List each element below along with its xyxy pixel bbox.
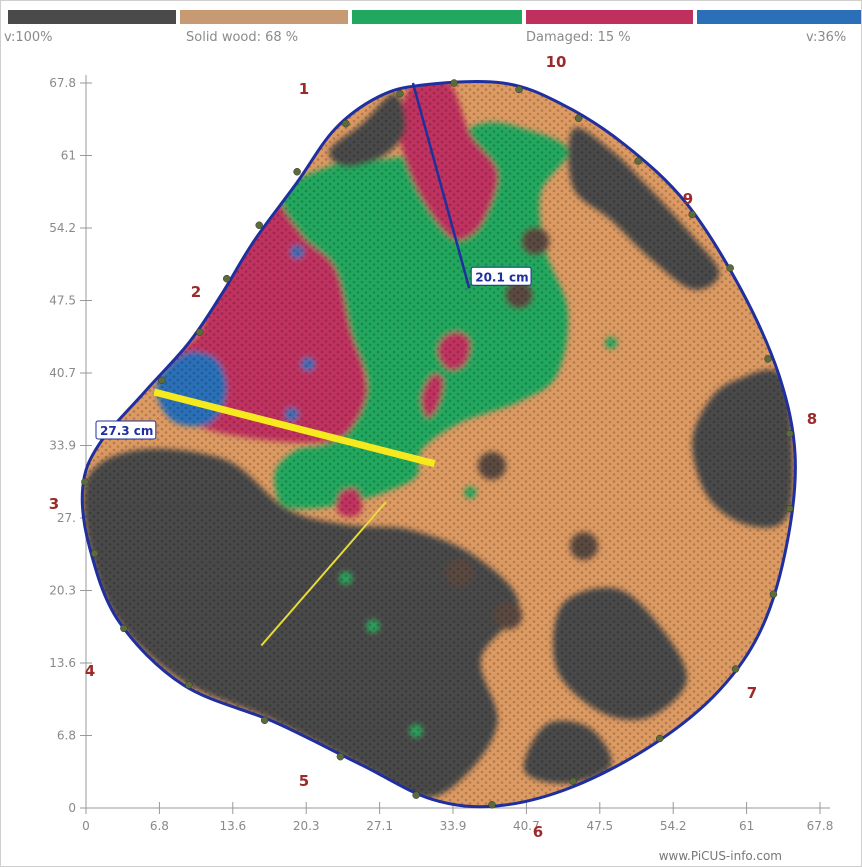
sensor-point <box>574 114 583 123</box>
y-tick-label: 0 <box>68 801 76 815</box>
trunk-outline <box>80 80 797 809</box>
sensor-point <box>656 734 664 743</box>
measure-label-20-text: 20.1 cm <box>475 270 528 284</box>
x-tick-label: 33.9 <box>440 819 467 833</box>
sensor-label: 2 <box>191 283 201 301</box>
sensor-point <box>342 119 350 128</box>
sensor-point <box>412 791 420 799</box>
sensor-label: 1 <box>299 80 309 98</box>
x-tick-label: 67.8 <box>807 819 834 833</box>
y-tick-label: 61 <box>61 149 76 163</box>
measure-label-20-box <box>470 266 532 286</box>
measure-line-27 <box>153 388 436 468</box>
sensor-label: 8 <box>807 410 817 428</box>
sensor-point <box>222 274 231 283</box>
y-tick-label: 33.9 <box>49 439 76 453</box>
x-tick-label: 6.8 <box>150 819 169 833</box>
sensor-point <box>488 801 496 809</box>
x-tick-label: 40.7 <box>513 819 540 833</box>
sensor-point <box>634 157 642 165</box>
sensor-point <box>158 376 166 385</box>
footer-url: www.PiCUS-info.com <box>658 849 782 863</box>
sensor-point <box>785 429 794 438</box>
scale-label-left: v:100% <box>4 30 53 45</box>
y-tick-label: 67.8 <box>49 76 76 90</box>
scale-segment-green <box>352 10 522 24</box>
x-tick-label: 20.3 <box>293 819 320 833</box>
scale-label-right: v:36% <box>806 30 847 45</box>
sensor-point <box>731 665 740 673</box>
axes: 0 6.8 13.6 20.3 27.1 33.9 40.7 47.5 54.2 61 67.806… <box>49 75 833 833</box>
sensor-point <box>195 328 204 336</box>
sensor-point <box>396 89 404 98</box>
sensor-point <box>90 549 99 558</box>
x-tick-label: 47.5 <box>586 819 613 833</box>
sensor-point <box>764 355 772 363</box>
x-tick-label: 0 <box>82 819 90 833</box>
measure-label-27-box <box>95 420 157 440</box>
measure-line-20 <box>411 82 471 289</box>
y-tick-label: 40.7 <box>49 366 76 380</box>
x-tick-label: 27.1 <box>366 819 393 833</box>
sensor-point <box>726 264 734 272</box>
scale-segment-solid <box>180 10 348 24</box>
y-tick-label: 54.2 <box>49 221 76 235</box>
sensor-point <box>81 478 89 486</box>
x-tick-label: 61 <box>739 819 754 833</box>
scale-segment-damaged <box>526 10 693 24</box>
y-tick-label: 47.5 <box>49 294 76 308</box>
sensor-point <box>450 79 458 87</box>
measure-label-20: 20.1 cm <box>470 266 532 286</box>
y-tick-label: 27. <box>57 511 76 525</box>
y-tick-label: 13.6 <box>49 656 76 670</box>
sensor-label: 6 <box>533 823 543 841</box>
reference-line <box>260 501 387 647</box>
sensor-point <box>336 752 345 761</box>
sensor-point <box>120 624 128 633</box>
sensor-point <box>260 716 269 725</box>
sensor-label: 10 <box>546 53 567 71</box>
sensor-point <box>185 681 193 689</box>
sensor-label: 9 <box>683 190 693 208</box>
x-tick-label: 13.6 <box>219 819 246 833</box>
scale-segment-blue <box>697 10 862 24</box>
sensor-label: 7 <box>747 684 757 702</box>
measure-label-27: 27.3 cm <box>95 420 157 440</box>
sensor-label: 4 <box>85 662 95 680</box>
y-tick-label: 6.8 <box>57 729 76 743</box>
sensor-point <box>293 168 301 176</box>
sensor-point <box>569 777 577 786</box>
scale-label-damaged: Damaged: 15 % <box>526 30 631 45</box>
x-tick-label: 54.2 <box>660 819 687 833</box>
sensor-label: 5 <box>299 772 309 790</box>
sensor-label: 3 <box>49 495 59 513</box>
sensor-point <box>769 590 778 598</box>
scale-segment-dark <box>8 10 176 24</box>
sensor-point <box>255 221 263 229</box>
measure-label-27-text: 27.3 cm <box>100 424 153 438</box>
sensor-point <box>688 210 697 219</box>
scale-label-solid: Solid wood: 68 % <box>186 30 299 45</box>
sensor-point <box>785 504 794 513</box>
sensor-point <box>515 85 523 94</box>
y-tick-label: 20.3 <box>49 584 76 598</box>
